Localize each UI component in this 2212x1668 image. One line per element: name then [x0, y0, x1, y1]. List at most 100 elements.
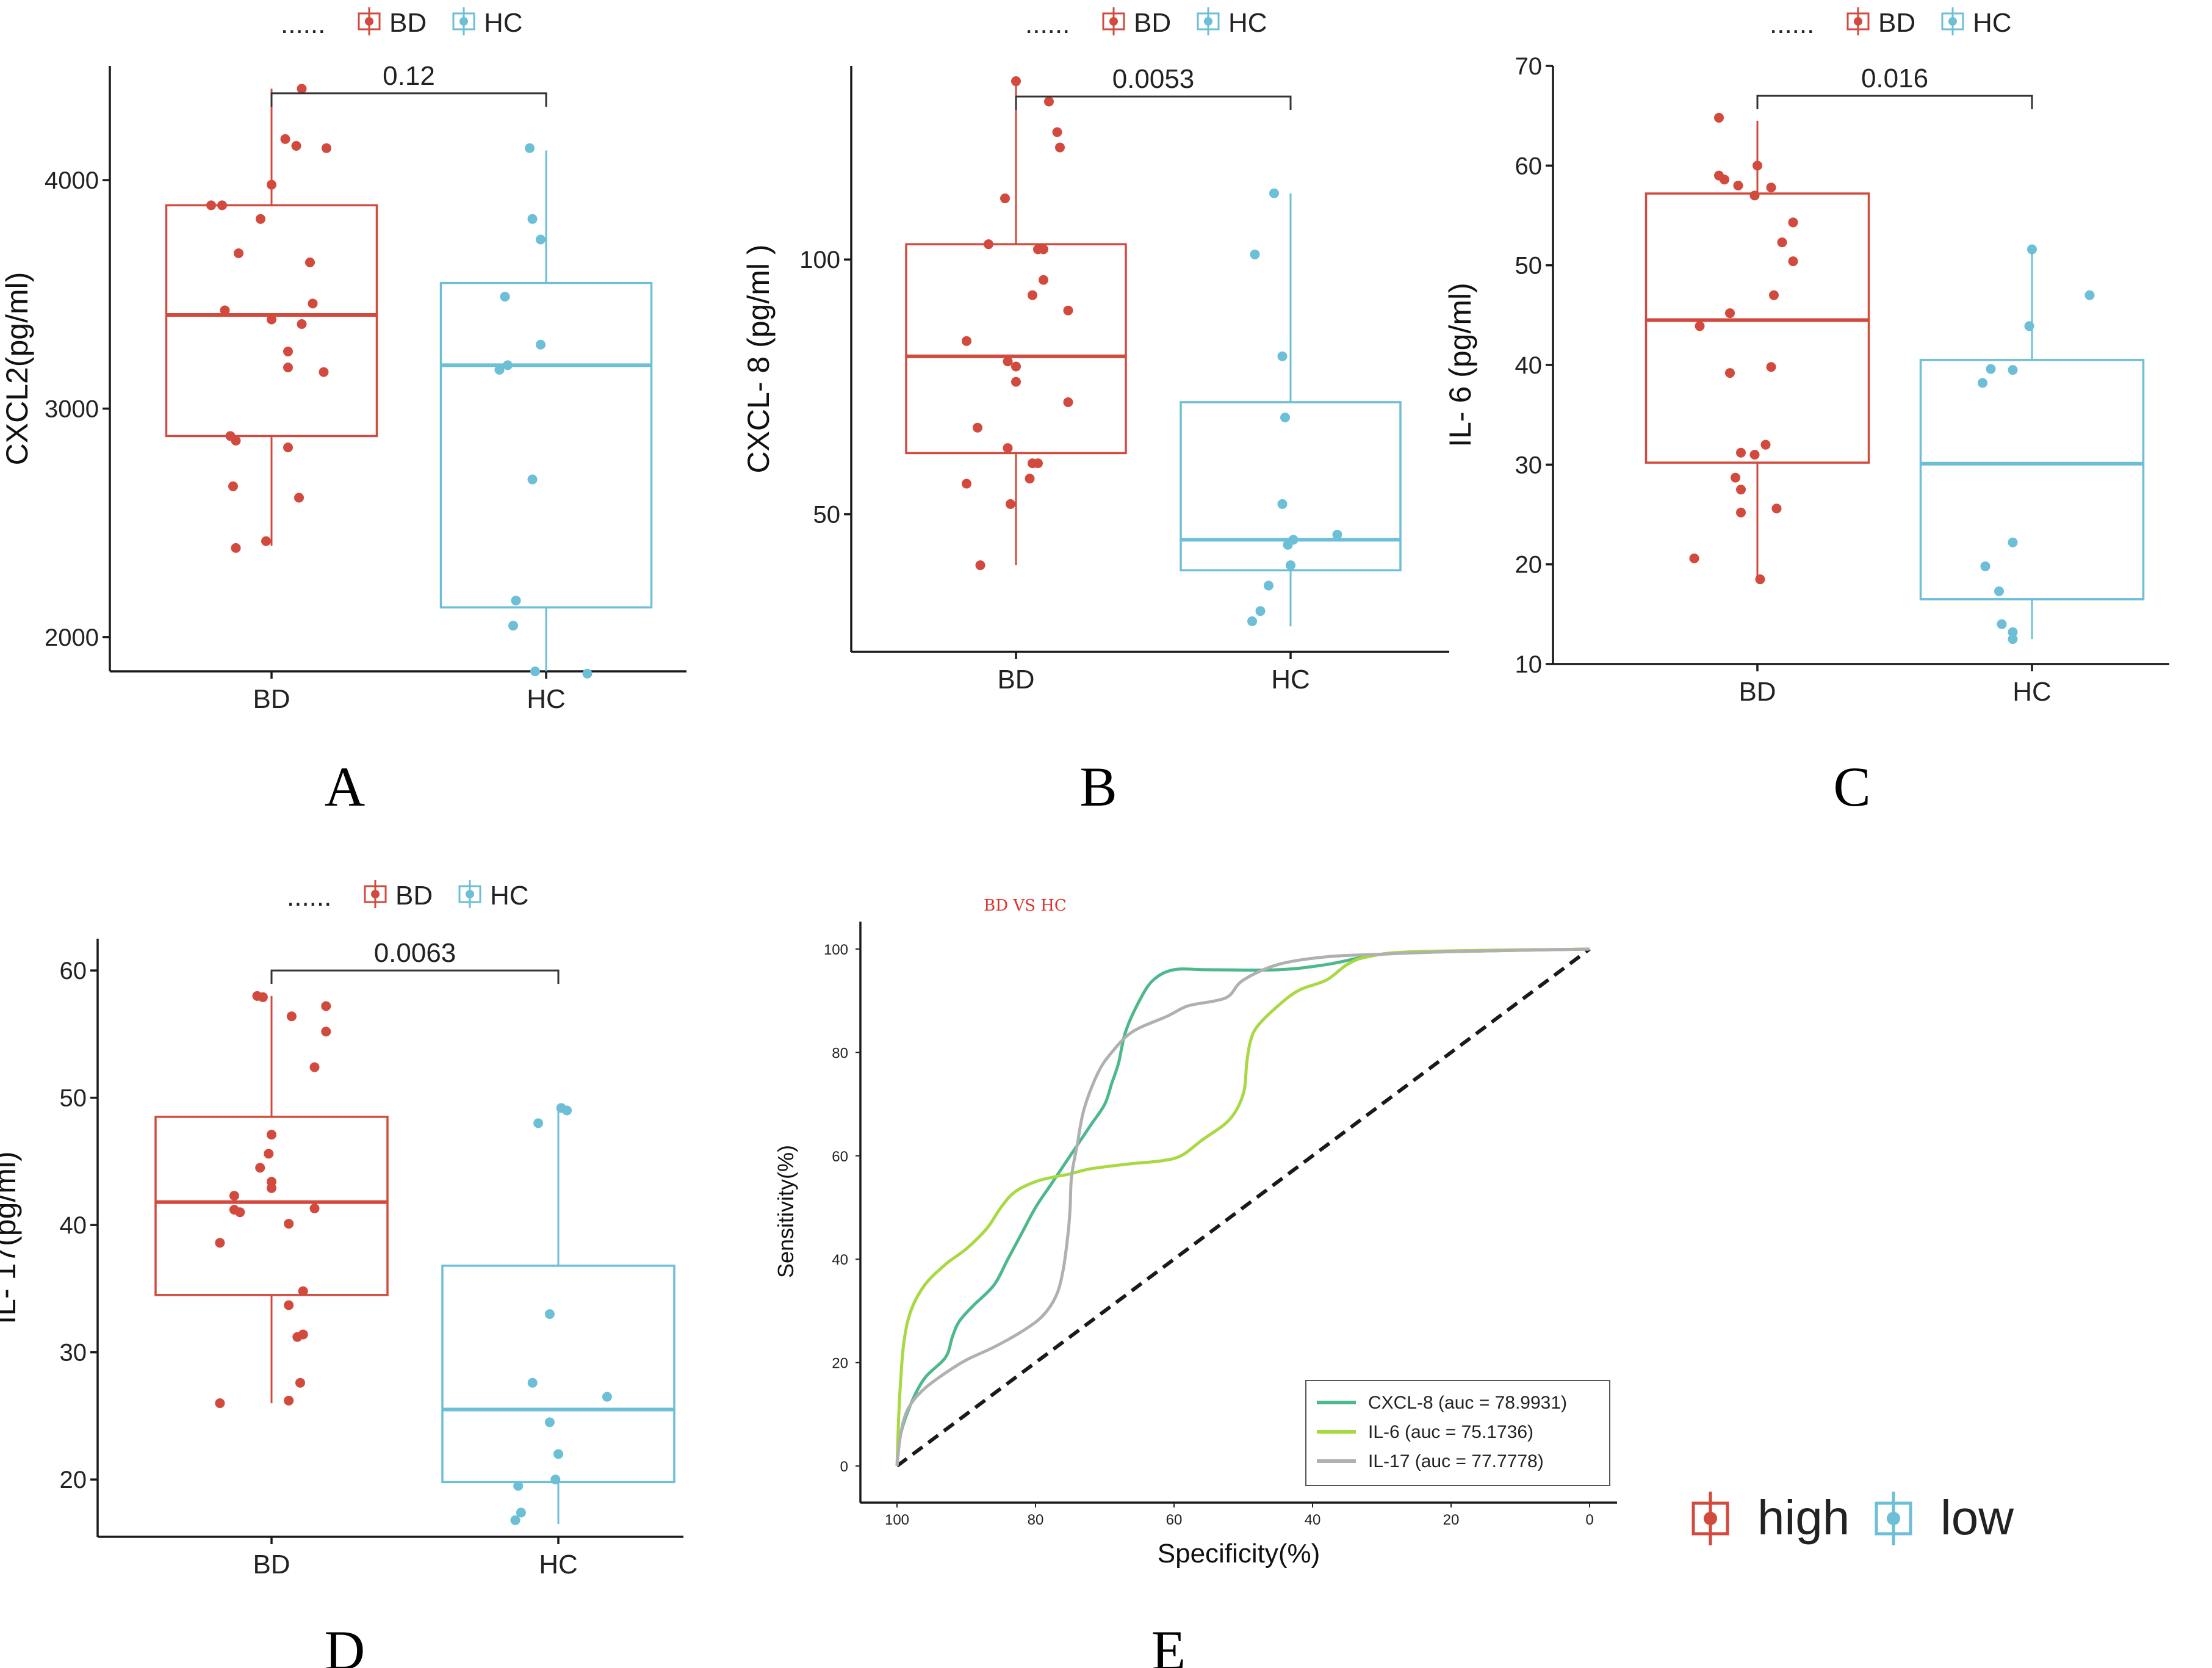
y-axis-title: CXCL- 8 (pg/ml )	[741, 244, 776, 473]
data-point-hc	[2027, 244, 2037, 255]
y-tick-label: 60	[60, 958, 87, 984]
legend-dot-icon	[466, 890, 474, 898]
data-point-bd	[1011, 377, 1021, 387]
data-point-bd	[1006, 499, 1015, 509]
data-point-bd	[284, 1300, 294, 1310]
significance-bracket	[1015, 95, 1292, 110]
data-point-bd	[1028, 290, 1037, 300]
significance-bracket	[1756, 95, 2033, 109]
data-point-bd	[1753, 161, 1762, 171]
data-point-hc	[2008, 365, 2018, 375]
y-tick-label: 60	[832, 1149, 848, 1165]
y-tick-label: 50	[60, 1085, 87, 1112]
significance-bracket	[270, 92, 547, 107]
y-axis-title: Sensitivity(%)	[773, 1145, 798, 1278]
panel-letter: C	[1833, 756, 1870, 818]
legend-dots: ......	[1770, 9, 1814, 39]
data-point-hc	[536, 339, 546, 350]
data-point-bd	[231, 543, 241, 553]
data-point-bd	[297, 84, 307, 94]
legend-key-hc	[458, 880, 481, 908]
data-point-hc	[1250, 249, 1260, 259]
data-point-bd	[284, 1395, 294, 1406]
data-point-bd	[280, 134, 290, 144]
data-point-hc	[1978, 378, 1987, 388]
data-point-bd	[256, 214, 265, 224]
y-tick-label: 80	[832, 1045, 848, 1061]
data-point-bd	[1769, 290, 1779, 300]
data-point-hc	[503, 360, 513, 370]
data-point-hc	[516, 1507, 526, 1518]
data-point-bd	[1695, 321, 1705, 331]
data-point-hc	[2008, 537, 2018, 547]
x-tick-label: 80	[1028, 1512, 1044, 1528]
box-bd	[1645, 120, 1870, 580]
data-point-hc	[2024, 321, 2034, 331]
legend-key-hc	[1197, 7, 1220, 35]
roc-legend-label-il-17: IL-17 (auc = 77.7778)	[1368, 1451, 1544, 1471]
legend-dot-icon	[1887, 1512, 1900, 1525]
y-tick-label: 20	[1515, 552, 1543, 579]
data-point-bd	[1788, 256, 1798, 267]
data-point-hc	[2084, 290, 2095, 300]
data-point-bd	[308, 298, 318, 309]
data-point-bd	[962, 478, 971, 489]
data-point-bd	[973, 422, 982, 433]
box-iqr	[165, 204, 378, 438]
data-point-bd	[962, 336, 971, 346]
x-axis-title: Specificity(%)	[1158, 1539, 1320, 1569]
data-point-bd	[215, 1238, 225, 1248]
data-point-hc	[1986, 364, 1996, 374]
data-point-bd	[1039, 244, 1048, 255]
data-point-bd	[305, 257, 315, 267]
y-tick-label: 20	[60, 1467, 87, 1493]
data-point-bd	[1055, 142, 1065, 153]
box-iqr	[1180, 401, 1402, 572]
legend-label-hc: HC	[1973, 8, 2012, 38]
box-bd	[905, 81, 1127, 566]
legend-dot-icon	[1948, 17, 1957, 26]
legend-label-high: high	[1757, 1490, 1850, 1545]
y-tick-label: 40	[832, 1252, 848, 1268]
data-point-bd	[1733, 181, 1743, 190]
data-point-bd	[234, 248, 243, 258]
data-point-bd	[1689, 553, 1699, 563]
legend-label-bd: BD	[1134, 8, 1171, 38]
data-point-bd	[294, 493, 304, 503]
roc-curve-il-17	[895, 947, 1590, 1467]
box-iqr	[154, 1116, 389, 1296]
roc-curve-il-6	[895, 947, 1590, 1467]
y-tick-label: 100	[824, 942, 848, 958]
legend-label-bd: BD	[395, 881, 433, 911]
y-tick-label: 20	[832, 1356, 848, 1372]
y-axis-title: IL- 17(pg/ml)	[0, 1151, 22, 1324]
roc-legend-label-cxcl-8: CXCL-8 (auc = 78.9931)	[1368, 1393, 1567, 1413]
data-point-bd	[1714, 112, 1724, 123]
data-point-bd	[292, 1332, 303, 1342]
data-point-bd	[309, 1062, 320, 1072]
data-point-bd	[291, 141, 301, 151]
data-point-hc	[550, 1475, 561, 1485]
data-point-bd	[309, 1204, 320, 1214]
legend-dots: ......	[281, 9, 325, 39]
data-point-bd	[258, 992, 268, 1002]
data-point-hc	[582, 668, 593, 679]
y-tick-label: 100	[799, 247, 840, 273]
legend-dot-icon	[1204, 17, 1212, 26]
legend-label-hc: HC	[484, 8, 523, 38]
data-point-bd	[1777, 237, 1787, 248]
x-tick-label: HC	[1271, 665, 1310, 695]
data-point-bd	[1766, 362, 1776, 372]
data-point-bd	[267, 314, 276, 325]
data-point-bd	[1771, 504, 1782, 514]
data-point-bd	[1039, 275, 1048, 285]
data-point-bd	[264, 1149, 274, 1159]
data-point-bd	[255, 1163, 265, 1173]
data-point-bd	[1749, 450, 1760, 460]
box-iqr	[439, 281, 653, 608]
data-point-bd	[984, 239, 993, 250]
y-tick-label: 3000	[45, 396, 99, 423]
data-point-bd	[321, 1027, 331, 1037]
y-tick-label: 60	[1515, 153, 1543, 179]
